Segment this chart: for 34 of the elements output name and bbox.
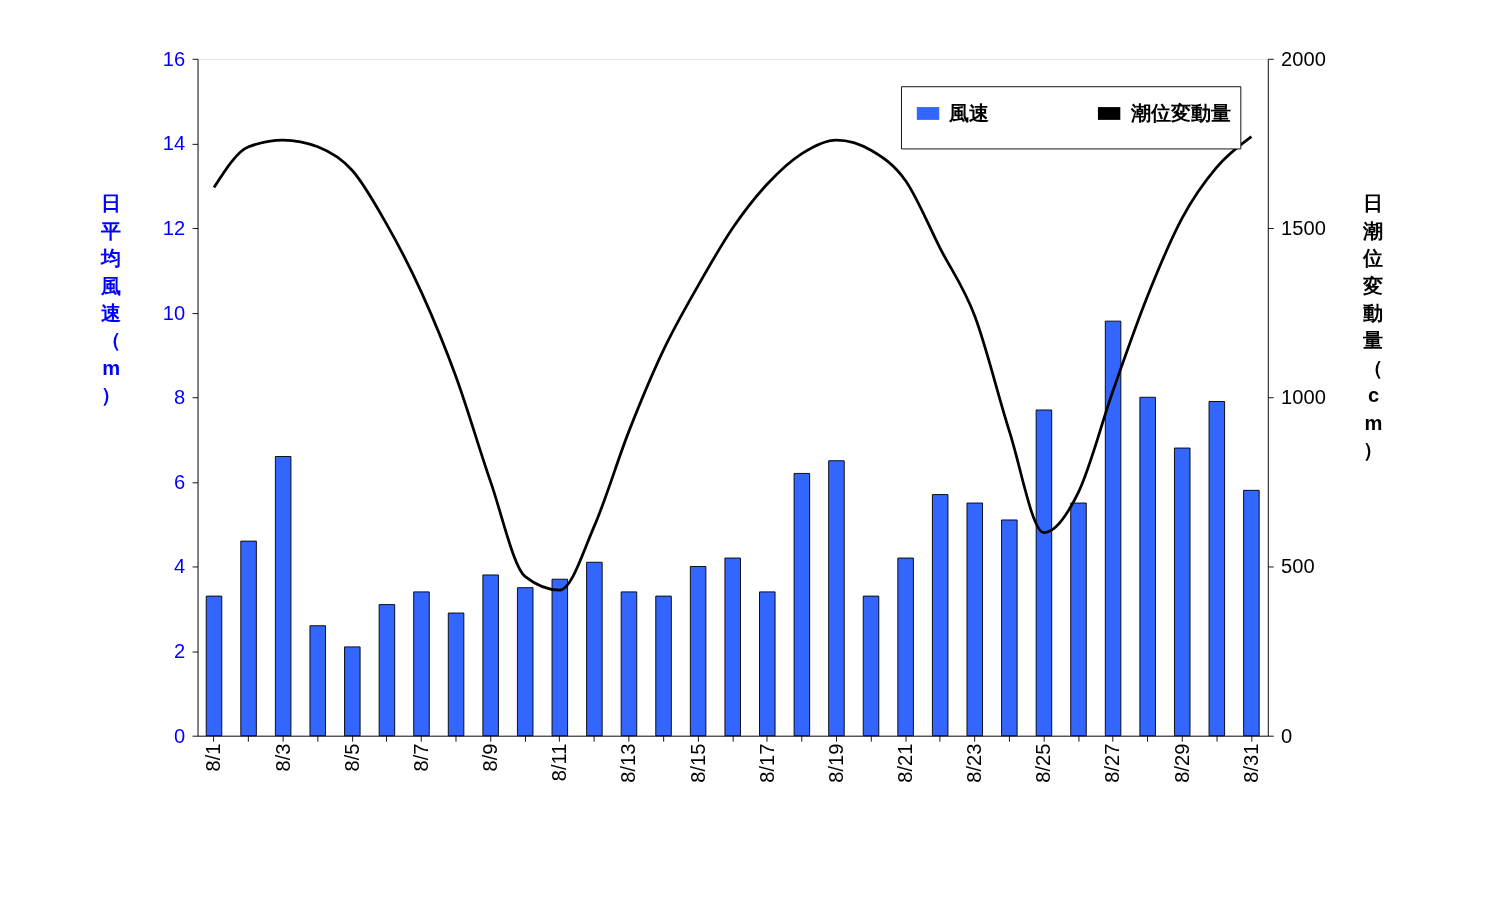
y-tick-label: 4 <box>174 555 186 578</box>
x-tick-label: 8/29 <box>1170 743 1193 783</box>
x-tick-label: 8/11 <box>548 743 571 782</box>
y-tick-label: 6 <box>174 470 186 493</box>
x-tick-label: 8/9 <box>479 743 502 772</box>
legend-label: 風速 <box>948 101 990 124</box>
y-tick-label: 8 <box>174 386 186 409</box>
x-tick-label: 8/1 <box>202 743 225 772</box>
y-tick-label: 0 <box>174 724 186 747</box>
x-tick-label: 8/23 <box>963 743 986 783</box>
y2-tick-label: 2000 <box>1281 47 1326 70</box>
legend-label: 潮位変動量 <box>1129 101 1231 124</box>
text: 日潮位変動量（cm） <box>1363 192 1384 462</box>
x-tick-label: 8/27 <box>1101 743 1124 783</box>
x-tick-label: 8/19 <box>824 743 847 783</box>
x-tick-label: 8/7 <box>409 743 432 772</box>
x-tick-label: 8/17 <box>755 743 778 783</box>
x-tick-label: 8/31 <box>1239 743 1262 783</box>
x-tick-label: 8/15 <box>686 743 709 783</box>
x-tick-label: 8/25 <box>1032 743 1055 783</box>
y2-tick-label: 500 <box>1281 555 1315 578</box>
y-tick-label: 16 <box>162 47 186 70</box>
y2-tick-label: 0 <box>1281 724 1293 747</box>
y-tick-label: 2 <box>174 639 186 662</box>
y-tick-label: 10 <box>162 301 186 324</box>
y-axis-title: 日平均風速（m） <box>100 192 122 407</box>
x-tick-label: 8/5 <box>340 743 363 772</box>
y-tick-label: 14 <box>162 132 186 155</box>
x-tick-label: 8/3 <box>271 743 294 772</box>
y2-tick-label: 1500 <box>1281 216 1326 239</box>
y2-tick-label: 1000 <box>1281 386 1326 409</box>
y-tick-label: 12 <box>162 216 186 239</box>
x-tick-label: 8/21 <box>894 743 917 783</box>
x-tick-label: 8/13 <box>617 743 640 783</box>
